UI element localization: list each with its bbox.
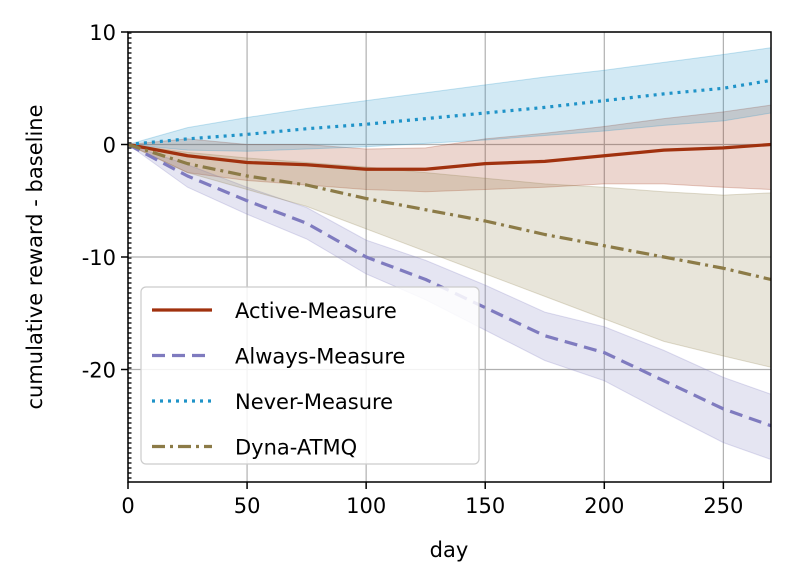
legend-label-active-measure: Active-Measure	[235, 299, 397, 323]
legend: Active-Measure Always-Measure Never-Measur…	[140, 286, 480, 465]
series-line-active-measure	[127, 142, 772, 171]
x-tick-label-3: 150	[465, 494, 505, 518]
legend-label-dyna-atmq: Dyna-ATMQ	[235, 436, 357, 460]
series-line-dyna-atmq	[127, 142, 772, 282]
x-tick-label-2: 100	[346, 494, 386, 518]
y-tick-label-1: 0	[103, 134, 116, 158]
y-tick-label-0: 10	[89, 21, 116, 45]
legend-box	[140, 286, 480, 465]
series-line-never-measure	[127, 78, 772, 147]
legend-label-never-measure: Never-Measure	[235, 390, 393, 414]
y-axis-label: cumulative reward - baseline	[23, 104, 47, 409]
x-tick-label-1: 50	[234, 494, 261, 518]
y-tick-label-2: -10	[82, 246, 116, 270]
y-tick-label-3: -20	[82, 359, 116, 383]
legend-label-always-measure: Always-Measure	[235, 345, 405, 369]
x-tick-label-0: 0	[121, 494, 134, 518]
x-axis-label: day	[430, 538, 469, 562]
x-tick-label-4: 200	[584, 494, 624, 518]
x-tick-label-5: 250	[703, 494, 743, 518]
